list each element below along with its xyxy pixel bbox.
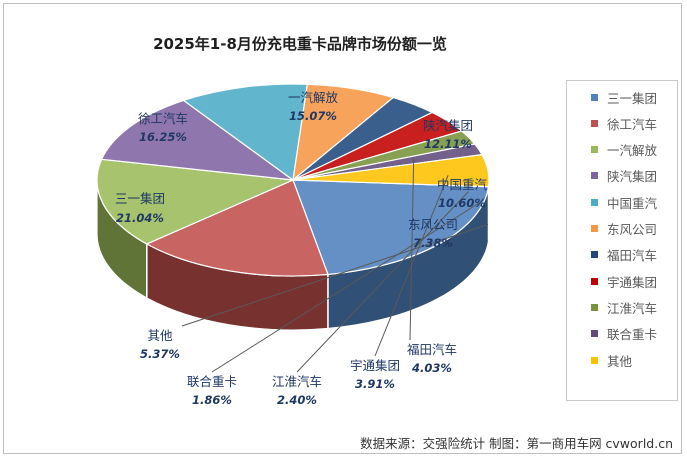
legend-item: 陕汽集团	[591, 167, 657, 185]
slice-name-label: 其他	[147, 328, 173, 343]
slice-labels: 三一集团 21.04% 徐工汽车 16.25% 一汽解放 15.07% 陕汽集团 12.11%…	[115, 90, 488, 407]
leader-line	[296, 191, 470, 373]
legend-swatch	[591, 330, 598, 338]
slice-name-label: 三一集团	[115, 191, 165, 206]
chart-title: 2025年1-8月份充电重卡品牌市场份额一览	[153, 35, 447, 53]
pie-slice-4	[100, 99, 296, 181]
pie-slice-1	[292, 179, 490, 276]
legend-item: 联合重卡	[591, 325, 657, 343]
legend-item: 江淮汽车	[591, 298, 657, 316]
legend-item: 福田汽车	[591, 246, 657, 264]
slice-percent-label: 3.91%	[355, 377, 395, 391]
legend-swatch	[591, 303, 598, 311]
slice-name-label: 东风公司	[408, 217, 458, 232]
legend-label: 其他	[607, 353, 633, 369]
slice-name-label: 中国重汽	[437, 177, 488, 192]
legend-swatch	[591, 225, 598, 232]
legend-swatch	[591, 172, 598, 180]
legend-label: 徐工汽车	[607, 116, 658, 132]
pie-top	[96, 83, 490, 277]
leader-line	[211, 202, 479, 373]
legend-label: 江淮汽车	[607, 300, 658, 316]
legend-label: 三一集团	[607, 90, 658, 106]
slice-percent-label: 4.03%	[411, 361, 452, 375]
leader-line	[374, 175, 449, 357]
slice-name-label: 一汽解放	[288, 90, 339, 105]
pie-sides	[96, 179, 490, 331]
legend-item: 其他	[591, 351, 632, 369]
pie-slice-2	[145, 179, 329, 277]
slice-name-label: 徐工汽车	[138, 111, 188, 126]
slice-percent-label: 10.60%	[438, 196, 486, 210]
slice-percent-label: 1.86%	[192, 393, 232, 407]
slice-name-label: 宇通集团	[350, 358, 400, 373]
legend-label: 东风公司	[607, 222, 658, 237]
legend-swatch	[591, 277, 598, 285]
source-note: 数据来源：交强险统计 制图：第一商用车网 cvworld.cn	[360, 436, 673, 451]
legend-item: 徐工汽车	[591, 114, 657, 132]
slice-percent-label: 15.07%	[289, 109, 337, 123]
leader-line	[409, 158, 415, 341]
legend-label: 联合重卡	[607, 327, 658, 343]
legend-label: 中国重汽	[607, 195, 658, 211]
slice-name-label: 联合重卡	[187, 374, 237, 389]
leader-line	[181, 224, 489, 327]
slice-name-label: 福田汽车	[407, 342, 457, 357]
legend-swatch	[591, 146, 598, 154]
legend-swatch	[591, 251, 598, 259]
chart-legend: 三一集团徐工汽车一汽解放陕汽集团中国重汽东风公司福田汽车宇通集团江淮汽车联合重卡…	[566, 80, 678, 401]
legend-item: 东风公司	[591, 220, 657, 238]
slice-percent-label: 5.37%	[140, 347, 180, 361]
pie-slice-5	[182, 83, 309, 182]
legend-label: 一汽解放	[607, 143, 658, 159]
slice-percent-label: 2.40%	[277, 393, 317, 407]
slice-name-label: 陕汽集团	[423, 118, 473, 133]
legend-swatch	[591, 119, 598, 127]
slice-name-label: 江淮汽车	[272, 374, 322, 389]
slice-percent-label: 16.25%	[139, 130, 187, 144]
legend-item: 一汽解放	[591, 141, 657, 159]
pie-slice-3	[96, 158, 296, 245]
legend-swatch	[591, 93, 598, 101]
legend-item: 三一集团	[591, 88, 657, 106]
legend-label: 福田汽车	[607, 248, 658, 264]
legend-swatch	[591, 356, 598, 364]
slice-percent-label: 21.04%	[116, 211, 164, 225]
slice-percent-label: 7.38%	[413, 236, 453, 250]
legend-swatch	[591, 198, 598, 206]
legend-label: 陕汽集团	[607, 169, 658, 185]
slice-percent-label: 12.11%	[424, 137, 472, 151]
legend-item: 中国重汽	[591, 193, 657, 211]
legend-label: 宇通集团	[607, 274, 658, 290]
legend-item: 宇通集团	[591, 272, 657, 290]
pie-slice-11	[292, 153, 490, 188]
leader-lines	[181, 158, 489, 373]
